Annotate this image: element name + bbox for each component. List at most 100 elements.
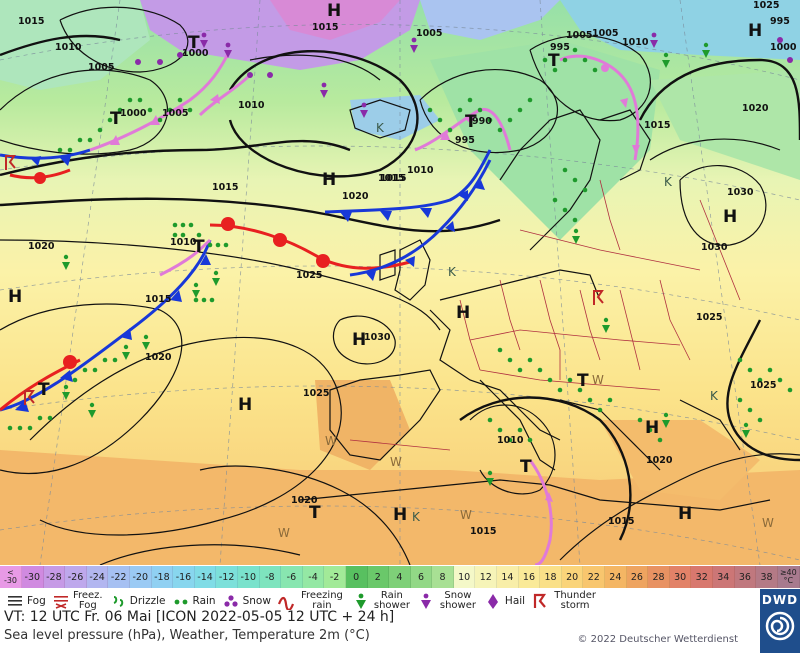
scale-swatch: 32: [691, 566, 713, 588]
scale-swatch: 18: [540, 566, 562, 588]
copyright: © 2022 Deutscher Wetterdienst: [577, 634, 738, 645]
scale-swatch: 8: [432, 566, 454, 588]
low-label: T: [188, 33, 200, 53]
cold-front-uk: [349, 159, 492, 281]
low-label: T: [577, 371, 589, 391]
isobar-label: 1010: [170, 237, 197, 248]
cold-air-label: K: [710, 389, 719, 403]
map-description: Sea level pressure (hPa), Weather, Tempe…: [4, 628, 370, 643]
legend-snow-shower: Snow shower: [417, 589, 478, 613]
scale-swatch: -30: [22, 566, 44, 588]
high-label: H: [322, 170, 336, 190]
legend-label: Drizzle: [129, 595, 166, 607]
low-label: T: [309, 503, 321, 523]
high-label: H: [748, 21, 762, 41]
cold-air-label: K: [664, 175, 673, 189]
isobar-label: 1025: [296, 270, 322, 281]
isobar-label: 1005: [162, 108, 188, 119]
high-label: H: [352, 330, 366, 350]
high-label: H: [327, 1, 341, 21]
isobar-label: 1020: [342, 191, 369, 202]
cold-pool-north: [420, 0, 560, 40]
isobar-label: 1000: [120, 108, 147, 119]
isobar-label: 1020: [145, 352, 172, 363]
scale-swatch: 38: [756, 566, 778, 588]
snow-icon: [223, 595, 238, 607]
scale-swatch: -2: [324, 566, 346, 588]
high-label: H: [678, 504, 692, 524]
isobar-value-labels: 1015 1010 1005 1000 995 990 1020 1025 10…: [18, 0, 797, 537]
high-label: H: [238, 395, 252, 415]
isobar-label: 1010: [622, 37, 649, 48]
snow-shower-icon: [420, 593, 431, 609]
legend-label: Freez. Fog: [72, 590, 103, 611]
coastlines: [299, 99, 771, 511]
weather-map[interactable]: H H H H H H H H H H H T T T T T T T T T …: [0, 0, 800, 565]
isobar-label: 995: [455, 135, 475, 146]
rain-icon: [174, 599, 187, 605]
scale-high-edge: ≥40 °C: [777, 566, 800, 588]
scale-swatch: 22: [583, 566, 606, 588]
scale-swatch: 16: [518, 566, 541, 588]
scale-swatch: -6: [281, 566, 303, 588]
scale-swatch: -12: [216, 566, 238, 588]
scale-swatch: 20: [561, 566, 584, 588]
high-label: H: [393, 505, 407, 525]
legend-freezing-rain: Freezing rain: [277, 589, 346, 613]
cold-pool-arctic: [560, 0, 800, 60]
warm-air-label: W: [460, 508, 472, 522]
isobar-label: 1015: [608, 516, 634, 527]
isobar-label: 995: [550, 42, 570, 53]
high-label: H: [456, 303, 470, 323]
isobar-label: 1015: [380, 173, 406, 184]
cold-air-label: K: [376, 121, 385, 135]
legend-label: Rain: [192, 595, 216, 607]
isobar-label: 1015: [18, 16, 44, 27]
low-label: T: [38, 380, 50, 400]
scale-swatch: 30: [669, 566, 692, 588]
scale-swatch: 0: [345, 566, 368, 588]
legend-snow: Snow: [222, 589, 271, 613]
freezing-fog-icon: [53, 596, 68, 609]
cold-air-label: K: [412, 510, 421, 524]
isobar-label: 1010: [407, 165, 434, 176]
legend-label: Rain shower: [373, 590, 410, 611]
rain-symbols: [7, 47, 793, 443]
scale-swatch: -18: [151, 566, 174, 588]
warm-air-label: W: [762, 516, 774, 530]
hail-icon: [487, 594, 498, 609]
scale-swatch: -8: [259, 566, 282, 588]
scale-swatch: 36: [734, 566, 757, 588]
scale-swatch: 10: [453, 566, 476, 588]
isobar-label: 1005: [592, 28, 618, 39]
warm-area-east: [600, 420, 760, 500]
occlusion-symbols: [110, 64, 640, 502]
legend-rain-shower: Rain shower: [352, 589, 411, 613]
legend-drizzle: Drizzle: [109, 589, 166, 613]
isobars: [0, 6, 800, 565]
thunderstorm-icon: [533, 593, 547, 608]
scale-swatch: 6: [410, 566, 433, 588]
legend-label: Freezing rain: [300, 590, 343, 611]
cool-area-east: [650, 70, 800, 180]
scale-swatch: 12: [475, 566, 498, 588]
temperature-scale: < -30 -30 -28 -26 -24 -22 -20 -18 -16 -14 -12 -10-…: [0, 566, 800, 588]
scale-swatch: -14: [194, 566, 217, 588]
isobar-label: 1015: [312, 22, 338, 33]
isobar-label: 1015: [470, 526, 496, 537]
scale-swatch: -22: [108, 566, 130, 588]
rain-shower-icon: [355, 593, 366, 609]
legend-freezing-fog: Freez. Fog: [52, 589, 103, 613]
isobar-label: 1015: [145, 294, 171, 305]
dwd-logo[interactable]: DWD: [760, 589, 800, 653]
isobar-label: 1010: [497, 435, 524, 446]
isobar-label: 1005: [88, 62, 114, 73]
isobar-label: 1030: [364, 332, 391, 343]
isobar-label: 1030: [701, 242, 728, 253]
freezing-rain-icon: [277, 596, 294, 610]
scale-swatch: -20: [129, 566, 152, 588]
warm-air-label: W: [592, 373, 604, 387]
isobar-label: 1000: [770, 42, 797, 53]
high-label: H: [723, 207, 737, 227]
